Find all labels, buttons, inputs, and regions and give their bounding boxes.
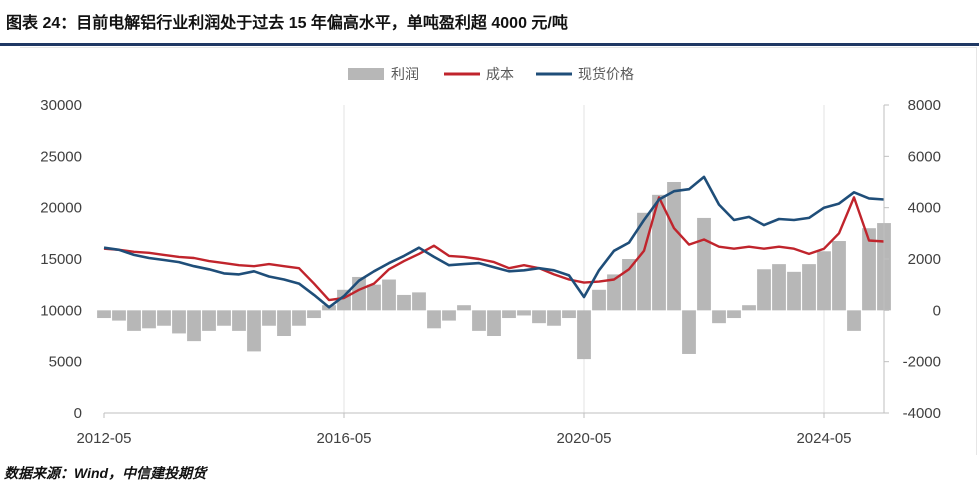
profit-cost-price-chart: 利润 成本 现货价格 2012-05 2016-05 2020-05 2024-05 0… [20,47,977,455]
profit-bar [292,310,306,326]
profit-bar [202,310,216,331]
profit-bar [472,310,486,331]
profit-bar [427,310,441,329]
profit-bar [532,310,546,324]
profit-bars [97,182,891,360]
vertical-gridlines [343,105,825,413]
profit-bar [232,310,246,331]
profit-bar [547,310,561,326]
profit-bar [157,310,171,326]
profit-bar [397,294,411,311]
profit-bar [172,310,186,334]
y-right-tick-label: 0 [933,302,941,319]
profit-bar [622,259,636,311]
profit-bar [277,310,291,336]
profit-bar [187,310,201,342]
y-right-tick-label: 6000 [908,148,941,165]
legend-label-profit: 利润 [391,66,419,82]
cost-series-line [103,196,885,302]
profit-bar [307,310,321,319]
x-tick-label: 2016-05 [316,430,371,447]
profit-bar [757,269,771,311]
profit-bar [247,310,261,352]
price-series-line [103,175,885,309]
profit-bar [772,264,786,311]
profit-bar [862,228,876,311]
profit-bar [502,310,516,319]
y-right-tick-label: -2000 [903,354,941,371]
legend-label-price: 现货价格 [578,66,634,82]
title-divider [0,43,979,46]
profit-bar [607,274,621,311]
profit-bar [577,310,591,360]
profit-bar [457,305,471,311]
page-title: 图表 24：目前电解铝行业利润处于过去 15 年偏高水平，单吨盈利超 4000 … [6,15,568,32]
profit-bar [112,310,126,321]
profit-bar [142,310,156,329]
x-tick-label: 2024-05 [796,430,851,447]
profit-bar [127,310,141,331]
y-right-tick-label: 2000 [908,251,941,268]
legend-label-cost: 成本 [486,66,514,82]
profit-bar [517,310,531,316]
profit-bar [367,284,381,311]
profit-bar [682,310,696,354]
profit-bar [727,310,741,319]
profit-bar [712,310,726,324]
profit-bar [262,310,276,326]
profit-bar [847,310,861,331]
y-left-tick-label: 5000 [49,354,82,371]
profit-bar [832,241,846,311]
y-left-tick-label: 0 [74,405,82,422]
chart-container: 利润 成本 现货价格 2012-05 2016-05 2020-05 2024-05 0… [20,47,977,455]
y-left-tick-label: 25000 [40,148,82,165]
profit-bar [667,182,681,311]
x-tick-label: 2020-05 [556,430,611,447]
profit-bar [787,271,801,311]
y-left-tick-label: 30000 [40,97,82,114]
legend-swatch-profit [348,68,384,80]
profit-bar [382,279,396,311]
y-right-tick-label: -4000 [903,405,941,422]
profit-bar [217,310,231,326]
x-tick-label: 2012-05 [76,430,131,447]
profit-bar [817,251,831,311]
profit-bar [742,305,756,311]
profit-bar [592,289,606,311]
profit-bar [652,194,666,311]
profit-bar [697,217,711,311]
axis-ticks: 2012-05 2016-05 2020-05 2024-05 0 5000 10000 15… [40,97,941,447]
y-right-tick-label: 4000 [908,200,941,217]
profit-bar [412,292,426,311]
y-left-tick-label: 20000 [40,200,82,217]
source-note: 数据来源：Wind，中信建投期货 [4,465,207,481]
profit-bar [802,264,816,311]
profit-bar [97,310,111,319]
y-left-tick-label: 10000 [40,302,82,319]
legend: 利润 成本 现货价格 [348,66,634,82]
profit-bar [562,310,576,319]
profit-bar [442,310,456,321]
y-left-tick-label: 15000 [40,251,82,268]
y-right-tick-label: 8000 [908,97,941,114]
profit-bar [487,310,501,336]
